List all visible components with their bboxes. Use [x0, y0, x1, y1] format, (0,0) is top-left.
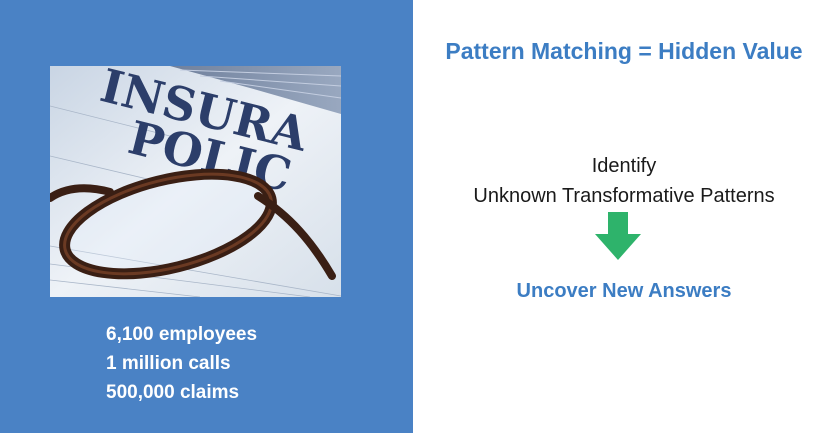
- insurance-policy-photo: INSURA POLIC: [50, 66, 341, 297]
- identify-line2: Unknown Transformative Patterns: [473, 185, 775, 207]
- stat-employees: 6,100 employees: [106, 324, 258, 345]
- stats-list: 6,100 employees 1 million calls 500,000 …: [106, 320, 257, 407]
- eyeglasses-icon: [50, 168, 336, 280]
- stat-calls: 1 million calls: [106, 353, 231, 374]
- slide-title: Pattern Matching = Hidden Value: [445, 38, 803, 64]
- arrow-down-icon: [595, 212, 641, 260]
- right-panel: Pattern Matching = Hidden Value Identify…: [413, 0, 835, 433]
- left-panel: INSURA POLIC 6,100 employees 1 million c…: [0, 0, 413, 433]
- result-text: Uncover New Answers: [516, 280, 732, 302]
- identify-text: Identify Unknown Transformative Patterns: [413, 151, 835, 211]
- identify-line1: Identify: [591, 155, 657, 177]
- stat-claims: 500,000 claims: [106, 382, 240, 403]
